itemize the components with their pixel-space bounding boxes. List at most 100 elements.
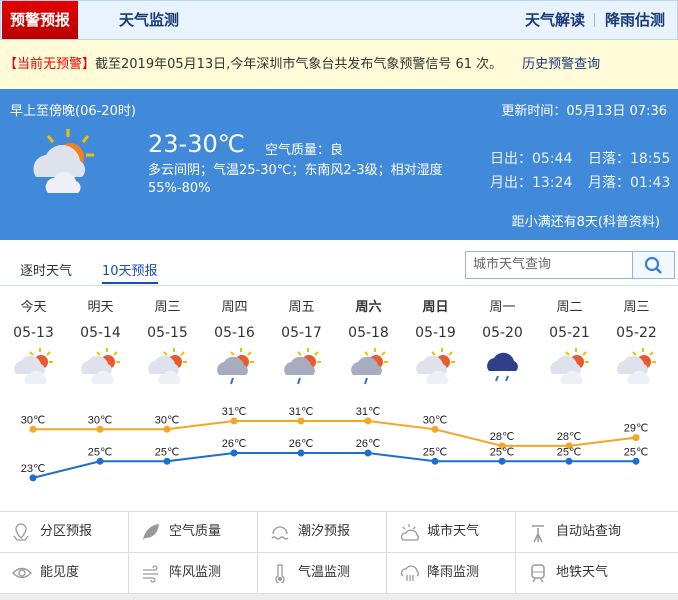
service-subway[interactable]: 地铁天气 xyxy=(516,553,678,594)
moonrise: 月出：13:24 xyxy=(490,175,573,191)
link-rainfall-estimate[interactable]: 降雨估测 xyxy=(604,11,665,29)
search-icon xyxy=(644,256,662,274)
high-temp-label: 30℃ xyxy=(423,414,448,426)
high-temp-label: 30℃ xyxy=(155,414,180,426)
update-time: 更新时间：05月13日 07:36 xyxy=(501,104,667,119)
search-button[interactable] xyxy=(632,251,675,279)
service-leaf[interactable]: 空气质量 xyxy=(129,512,258,553)
service-sun-cloud[interactable]: 城市天气 xyxy=(387,512,516,553)
low-temp-point xyxy=(96,457,104,465)
partly-cloudy-icon xyxy=(536,347,603,387)
solar-term-link[interactable]: 距小满还有8天(科普资料) xyxy=(511,215,660,230)
date: 05-14 xyxy=(80,325,121,341)
forecast-day: 周五 05-17 xyxy=(268,296,335,387)
service-label: 能见度 xyxy=(40,565,80,580)
high-temp-point xyxy=(565,442,573,450)
sunrise: 日出：05:44 xyxy=(490,151,573,167)
high-temp-label: 29℃ xyxy=(624,423,649,435)
date: 05-18 xyxy=(348,325,389,341)
weekday: 周二 xyxy=(556,300,583,315)
weekday: 周日 xyxy=(422,300,449,315)
low-temp-point xyxy=(431,457,439,465)
forecast-tabs: 逐时天气 10天预报 xyxy=(0,240,678,286)
forecast-day: 周六 05-18 xyxy=(335,296,402,387)
subway-icon xyxy=(531,564,545,583)
low-temp-line xyxy=(32,452,636,479)
cloudy-shower-icon xyxy=(201,347,268,387)
low-temp-point xyxy=(163,457,171,465)
tab-warning-forecast[interactable]: 预警预报 xyxy=(2,1,78,39)
cloudy-shower-icon xyxy=(335,347,402,387)
forecast-period: 早上至傍晚(06-20时) xyxy=(10,104,136,119)
service-rain-cloud[interactable]: 降雨监测 xyxy=(387,553,516,594)
forecast-day: 周日 05-19 xyxy=(402,296,469,387)
low-temp-label: 25℃ xyxy=(557,446,582,458)
service-weather-station[interactable]: 自动站查询 xyxy=(516,512,678,553)
low-temp-label: 25℃ xyxy=(423,446,448,458)
weekday: 今天 xyxy=(20,300,47,315)
service-label: 降雨监测 xyxy=(427,565,480,580)
service-eye[interactable]: 能见度 xyxy=(0,553,129,594)
date: 05-21 xyxy=(549,325,590,341)
link-weather-interpretation[interactable]: 天气解读 xyxy=(524,11,585,29)
weekday: 周三 xyxy=(623,300,650,315)
temperature-range: 23-30℃ xyxy=(148,130,245,158)
service-map-pin[interactable]: 分区预报 xyxy=(0,512,129,553)
services-grid: 分区预报 空气质量 潮汐预报 城市天气 自动站查询能见度 阵风监测 气温监测 降雨监测 地铁天气 xyxy=(0,511,678,595)
weekday: 周三 xyxy=(154,300,181,315)
tab-hourly[interactable]: 逐时天气 xyxy=(20,264,73,279)
forecast-day: 周一 05-20 xyxy=(469,296,536,387)
service-label: 分区预报 xyxy=(40,524,93,539)
weather-station-icon xyxy=(532,525,544,542)
high-temp-label: 30℃ xyxy=(21,414,46,426)
forecast-day: 今天 05-13 xyxy=(0,296,67,387)
high-temp-point xyxy=(431,425,439,433)
low-temp-point xyxy=(230,449,238,457)
sun-moon-times: 日出：05:44 日落：18:55 月出：13:24 月落：01:43 xyxy=(490,147,670,195)
map-pin-icon xyxy=(13,523,29,541)
top-nav: 预警预报 天气监测 天气解读 降雨估测 xyxy=(0,0,678,40)
forecast-day: 周三 05-22 xyxy=(603,296,670,387)
current-weather-panel: 早上至傍晚(06-20时) 更新时间：05月13日 07:36 23-30℃ 空… xyxy=(0,89,678,240)
history-warning-link[interactable]: 历史预警查询 xyxy=(522,57,601,72)
low-temp-label: 26℃ xyxy=(356,438,381,450)
low-temp-point xyxy=(297,449,305,457)
high-temp-label: 30℃ xyxy=(88,414,113,426)
temperature-chart: 30℃ 30℃ 30℃ 31℃ 31℃ 31℃ 30℃ 28℃ 28℃ 29℃ 23℃ 25℃ 25℃ 2… xyxy=(21,406,649,482)
forecast-day: 周三 05-15 xyxy=(134,296,201,387)
thermometer-icon xyxy=(275,564,285,583)
service-label: 自动站查询 xyxy=(556,524,622,539)
low-temp-point xyxy=(565,457,573,465)
service-thermometer[interactable]: 气温监测 xyxy=(258,553,387,594)
high-temp-label: 31℃ xyxy=(289,406,314,418)
high-temp-point xyxy=(632,434,640,442)
eye-icon xyxy=(12,567,32,579)
weekday: 周四 xyxy=(221,300,248,315)
sun-cloud-icon xyxy=(401,524,419,541)
forecast-day: 周四 05-16 xyxy=(201,296,268,387)
low-temp-label: 25℃ xyxy=(155,446,180,458)
page-bottom xyxy=(0,594,678,600)
service-label: 城市天气 xyxy=(427,524,480,539)
low-temp-point xyxy=(498,457,506,465)
date: 05-16 xyxy=(214,325,255,341)
weekday: 周一 xyxy=(489,300,516,315)
service-label: 阵风监测 xyxy=(169,565,222,580)
tab-weather-monitoring[interactable]: 天气监测 xyxy=(119,11,180,29)
tab-10day[interactable]: 10天预报 xyxy=(102,260,158,284)
city-search-input[interactable]: 城市天气查询 xyxy=(465,251,633,279)
service-label: 地铁天气 xyxy=(556,565,609,580)
partly-cloudy-icon xyxy=(402,347,469,387)
low-temp-point xyxy=(632,457,640,465)
high-temp-point xyxy=(498,442,506,450)
date: 05-19 xyxy=(415,325,456,341)
weather-description: 多云间阴；气温25-30℃；东南风2-3级；相对湿度55%-80% xyxy=(148,163,443,196)
service-wind[interactable]: 阵风监测 xyxy=(129,553,258,594)
date: 05-15 xyxy=(147,325,188,341)
alert-text: 截至2019年05月13日,今年深圳市气象台共发布气象预警信号 61 次。 xyxy=(95,57,503,72)
rain-cloud-icon xyxy=(401,565,419,581)
high-temp-point xyxy=(29,425,37,433)
service-tide[interactable]: 潮汐预报 xyxy=(258,512,387,553)
weekday: 周五 xyxy=(288,300,315,315)
weekday: 明天 xyxy=(87,300,114,315)
